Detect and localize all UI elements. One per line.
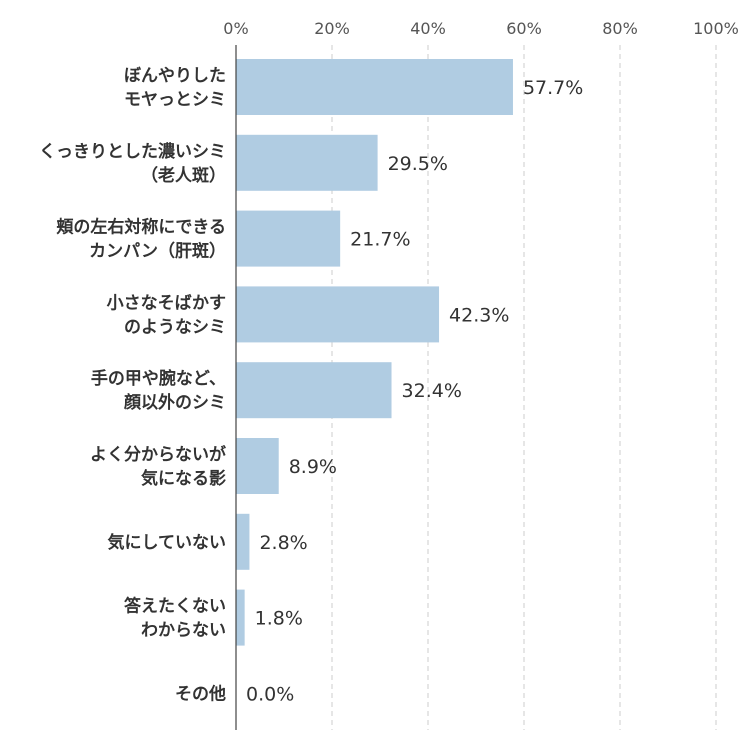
value-label: 2.8% [259, 532, 307, 554]
category-label: のようなシミ [124, 317, 226, 337]
value-label: 32.4% [402, 380, 462, 402]
category-label: 手の甲や腕など、 [91, 368, 226, 389]
x-tick-label: 40% [410, 19, 446, 38]
bar [236, 589, 245, 646]
bars [236, 59, 513, 646]
category-label: 顔以外のシミ [123, 392, 226, 413]
value-labels: 57.7% 29.5% 21.7% 42.3% 32.4% 8.9% 2.8% 1.8% 0.0… [246, 77, 583, 705]
category-label: ぼんやりした [124, 66, 226, 86]
category-label: 頬の左右対称にできる [56, 217, 226, 238]
x-tick-label: 100% [693, 19, 739, 38]
value-label: 8.9% [289, 456, 337, 478]
value-label: 21.7% [350, 229, 410, 251]
category-label: 小さなそばかす [107, 293, 226, 313]
value-label: 29.5% [388, 153, 448, 175]
category-label: わからない [141, 621, 226, 641]
category-label: 答えたくない [124, 596, 226, 617]
bar [236, 59, 513, 115]
bar [236, 438, 279, 494]
x-axis-ticks: 0% 20% 40% 60% 80% 100% [223, 19, 739, 38]
bar [236, 362, 392, 419]
value-label: 42.3% [449, 304, 509, 326]
bar [236, 513, 250, 570]
category-label: 気にしていない [107, 532, 227, 553]
category-label: カンパン（肝斑） [89, 241, 226, 262]
value-label: 0.0% [246, 683, 294, 705]
category-label: モヤっとシミ [124, 90, 226, 110]
category-label: 気になる影 [140, 468, 226, 489]
bar [236, 210, 341, 267]
x-tick-label: 20% [314, 19, 350, 38]
value-label: 57.7% [523, 77, 583, 99]
x-tick-label: 60% [506, 19, 542, 38]
x-tick-label: 0% [223, 19, 248, 38]
category-label: くっきりとした濃いシミ [39, 141, 226, 162]
x-tick-label: 80% [602, 19, 638, 38]
category-label: よく分からないが [90, 444, 226, 465]
bar [236, 286, 440, 343]
category-label: その他 [175, 683, 226, 704]
category-label: （老人斑） [141, 165, 226, 186]
value-label: 1.8% [255, 608, 303, 630]
bar [236, 134, 378, 191]
